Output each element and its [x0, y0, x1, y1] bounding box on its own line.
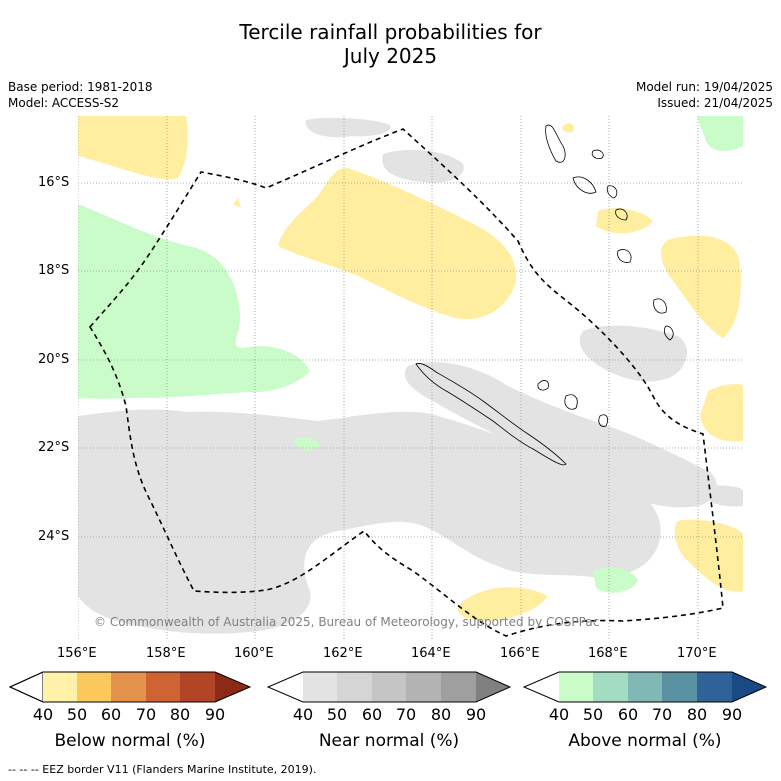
cb-above-tick-50: 50 — [582, 705, 604, 724]
map-title-line1: Tercile rainfall probabilities for — [239, 20, 542, 44]
cb-above-tick-90: 90 — [721, 705, 743, 724]
colorbars — [8, 671, 768, 703]
model-name: Model: ACCESS-S2 — [8, 96, 120, 110]
below-region-tiny — [562, 123, 574, 133]
lon-label-164e: 164°E — [411, 646, 451, 661]
forecast-map: © Commonwealth of Australia 2025, Bureau… — [78, 116, 743, 640]
cb-below-tick-70: 70 — [135, 705, 157, 724]
vanuatu-island-5 — [615, 208, 628, 221]
model-run: Model run: 19/04/2025 — [635, 80, 773, 94]
below-region-south — [457, 587, 548, 621]
cb-above-tick-60: 60 — [617, 705, 639, 724]
vanuatu-island-3 — [572, 176, 597, 194]
cb-near-tick-70: 70 — [395, 705, 417, 724]
lat-label-24s: 24°S — [38, 529, 70, 544]
below-region-east-mid — [700, 383, 743, 442]
near-region-east2 — [579, 325, 688, 382]
lat-label-20s: 20°S — [38, 352, 70, 367]
lat-label-18s: 18°S — [38, 263, 70, 278]
below-region-small — [233, 198, 241, 208]
colorbar-above — [522, 671, 768, 703]
vanuatu-island-1 — [545, 124, 566, 163]
below-normal-regions — [78, 116, 743, 621]
cb-above-tick-80: 80 — [686, 705, 708, 724]
below-region-ne — [596, 208, 653, 234]
above-region-west — [78, 204, 310, 399]
near-region-south — [78, 409, 661, 634]
below-region-central — [278, 167, 517, 320]
lat-label-22s: 22°S — [38, 440, 70, 455]
cb-near-tick-90: 90 — [465, 705, 487, 724]
lon-label-158e: 158°E — [146, 646, 186, 661]
vanuatu-island-2 — [591, 149, 604, 159]
cb-near-tick-50: 50 — [326, 705, 348, 724]
above-region-se — [593, 567, 638, 593]
lon-label-170e: 170°E — [677, 646, 717, 661]
above-region-ne — [698, 116, 743, 151]
colorbar-above-label: Above normal (%) — [568, 731, 722, 751]
base-period: Base period: 1981-2018 — [8, 80, 153, 94]
issued-date: Issued: 21/04/2025 — [657, 96, 773, 110]
cb-below-tick-80: 80 — [169, 705, 191, 724]
cb-above-tick-70: 70 — [651, 705, 673, 724]
below-region-top-left — [78, 116, 188, 180]
near-normal-regions — [78, 117, 743, 634]
lon-label-160e: 160°E — [234, 646, 274, 661]
cb-below-tick-50: 50 — [66, 705, 88, 724]
colorbar-below-label: Below normal (%) — [54, 731, 206, 751]
below-region-east — [661, 235, 741, 338]
colorbar-near-label: Near normal (%) — [318, 731, 460, 751]
coastlines — [415, 124, 674, 466]
loyalty-island-2 — [564, 394, 578, 410]
copyright-text: © Commonwealth of Australia 2025, Bureau… — [94, 615, 599, 629]
eez-footnote: -- -- -- EEZ border V11 (Flanders Marine… — [8, 763, 317, 776]
map-title-line2: July 2025 — [343, 44, 438, 68]
map-canvas: © Commonwealth of Australia 2025, Bureau… — [78, 116, 743, 640]
vanuatu-island-8 — [663, 325, 674, 341]
vanuatu-island-6 — [617, 249, 632, 263]
colorbar-near — [266, 671, 512, 703]
vanuatu-island-4 — [606, 185, 618, 199]
cb-near-tick-40: 40 — [292, 705, 314, 724]
cb-near-tick-80: 80 — [430, 705, 452, 724]
colorbar-below — [8, 671, 252, 703]
near-region-far-east — [698, 485, 743, 507]
near-region-east — [404, 362, 717, 508]
lon-label-162e: 162°E — [323, 646, 363, 661]
cb-below-tick-90: 90 — [204, 705, 226, 724]
cb-above-tick-40: 40 — [548, 705, 570, 724]
cb-below-tick-40: 40 — [32, 705, 54, 724]
new-caledonia-island — [415, 363, 567, 466]
above-normal-regions — [78, 116, 743, 593]
near-region-top-right — [382, 149, 464, 183]
eez-border — [89, 128, 724, 637]
lat-label-16s: 16°S — [38, 175, 70, 190]
below-region-se — [674, 519, 743, 592]
lon-label-168e: 168°E — [588, 646, 628, 661]
cb-below-tick-60: 60 — [100, 705, 122, 724]
near-region-top — [305, 117, 391, 138]
lon-label-156e: 156°E — [57, 646, 97, 661]
above-region-small — [294, 437, 320, 451]
loyalty-island-1 — [537, 380, 549, 391]
graticule — [78, 116, 743, 640]
lon-label-166e: 166°E — [500, 646, 540, 661]
loyalty-island-3 — [598, 414, 608, 427]
vanuatu-island-7 — [653, 298, 667, 314]
cb-near-tick-60: 60 — [361, 705, 383, 724]
